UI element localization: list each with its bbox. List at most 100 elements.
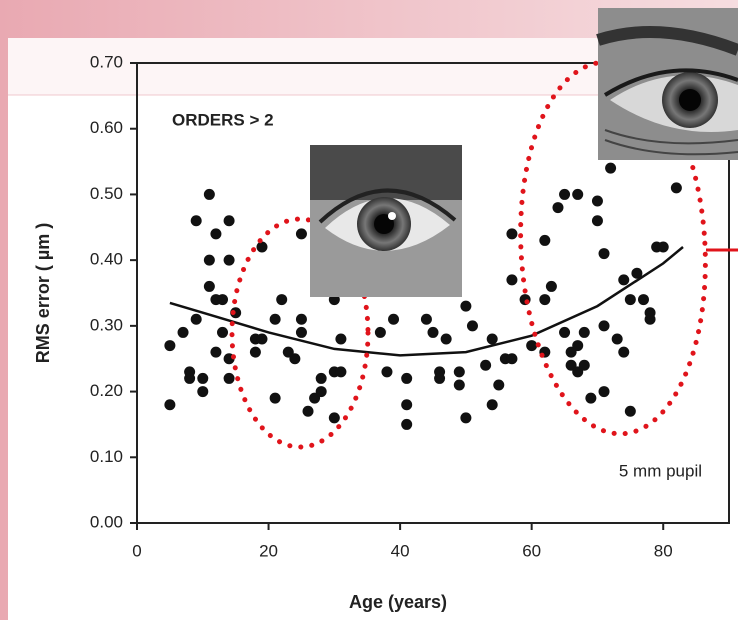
data-point xyxy=(552,202,564,214)
y-tick-label: 0.30 xyxy=(90,315,123,334)
data-point xyxy=(644,307,656,319)
y-tick-label: 0.50 xyxy=(90,184,123,203)
data-point xyxy=(526,340,538,352)
y-tick-label: 0.20 xyxy=(90,381,123,400)
data-point xyxy=(276,294,288,306)
data-point xyxy=(506,353,518,365)
data-point xyxy=(506,274,518,286)
data-point xyxy=(197,386,209,398)
data-point xyxy=(335,333,347,345)
y-axis-title: RMS error ( µm ) xyxy=(33,223,53,363)
data-point xyxy=(315,372,327,384)
data-point xyxy=(374,326,386,338)
data-point xyxy=(578,326,590,338)
data-point xyxy=(184,372,196,384)
data-point xyxy=(381,366,393,378)
data-point xyxy=(217,294,229,306)
y-tick-label: 0.70 xyxy=(90,52,123,71)
data-point xyxy=(269,392,281,404)
data-point xyxy=(618,346,630,358)
data-point xyxy=(295,313,307,325)
data-point xyxy=(545,280,557,292)
highlight-ellipse xyxy=(518,59,708,437)
data-point xyxy=(210,346,222,358)
data-point xyxy=(453,379,465,391)
annotation: ORDERS > 2 xyxy=(172,110,274,129)
data-point xyxy=(434,372,446,384)
data-point xyxy=(559,188,571,200)
data-point xyxy=(670,182,682,194)
data-point xyxy=(631,267,643,279)
x-tick-label: 0 xyxy=(132,541,141,560)
data-point xyxy=(401,399,413,411)
data-point xyxy=(203,254,215,266)
data-point xyxy=(598,386,610,398)
data-point xyxy=(486,399,498,411)
plot: 0.00 0.10 0.20 0.30 0.40 0.50 0.60 0.70 0 20 40 60 8… xyxy=(33,52,730,612)
data-point xyxy=(611,333,623,345)
plot-frame xyxy=(136,62,730,524)
data-point xyxy=(256,333,268,345)
data-point xyxy=(559,326,571,338)
data-point xyxy=(591,215,603,227)
data-point xyxy=(624,294,636,306)
data-point xyxy=(197,372,209,384)
data-point xyxy=(388,313,400,325)
data-point xyxy=(572,340,584,352)
data-point xyxy=(460,412,472,424)
data-point xyxy=(223,254,235,266)
y-tick-label: 0.00 xyxy=(90,512,123,531)
data-point xyxy=(618,274,630,286)
data-point xyxy=(164,399,176,411)
data-point xyxy=(315,386,327,398)
data-point xyxy=(295,326,307,338)
data-point xyxy=(539,294,551,306)
data-point xyxy=(164,340,176,352)
data-point xyxy=(223,215,235,227)
data-point xyxy=(493,379,505,391)
data-point xyxy=(440,333,452,345)
data-point xyxy=(539,234,551,246)
eye-photo xyxy=(596,8,738,160)
data-point xyxy=(203,280,215,292)
data-point xyxy=(637,294,649,306)
data-point xyxy=(289,353,301,365)
data-point xyxy=(420,313,432,325)
x-tick-label: 80 xyxy=(654,541,673,560)
y-tick-label: 0.60 xyxy=(90,118,123,137)
data-point xyxy=(624,405,636,417)
data-point xyxy=(427,326,439,338)
data-point xyxy=(578,359,590,371)
data-point xyxy=(591,195,603,207)
x-tick-label: 20 xyxy=(259,541,278,560)
data-point xyxy=(223,372,235,384)
data-point xyxy=(217,326,229,338)
data-point xyxy=(401,418,413,430)
data-point xyxy=(210,228,222,240)
data-point xyxy=(295,228,307,240)
data-point xyxy=(249,346,261,358)
data-point xyxy=(605,162,617,174)
eye-photo xyxy=(310,145,462,297)
data-point xyxy=(190,313,202,325)
data-point xyxy=(302,405,314,417)
data-point xyxy=(572,188,584,200)
data-point xyxy=(335,366,347,378)
x-tick-label: 60 xyxy=(522,541,541,560)
data-point xyxy=(585,392,597,404)
data-point xyxy=(486,333,498,345)
data-point xyxy=(328,412,340,424)
data-point xyxy=(598,320,610,332)
data-point xyxy=(203,188,215,200)
data-point xyxy=(466,320,478,332)
data-point xyxy=(598,248,610,260)
data-point xyxy=(460,300,472,312)
data-point xyxy=(480,359,492,371)
highlight-ellipse xyxy=(229,216,371,450)
data-point xyxy=(177,326,189,338)
data-point xyxy=(269,313,281,325)
data-point xyxy=(190,215,202,227)
annotation: 5 mm pupil xyxy=(619,461,702,480)
